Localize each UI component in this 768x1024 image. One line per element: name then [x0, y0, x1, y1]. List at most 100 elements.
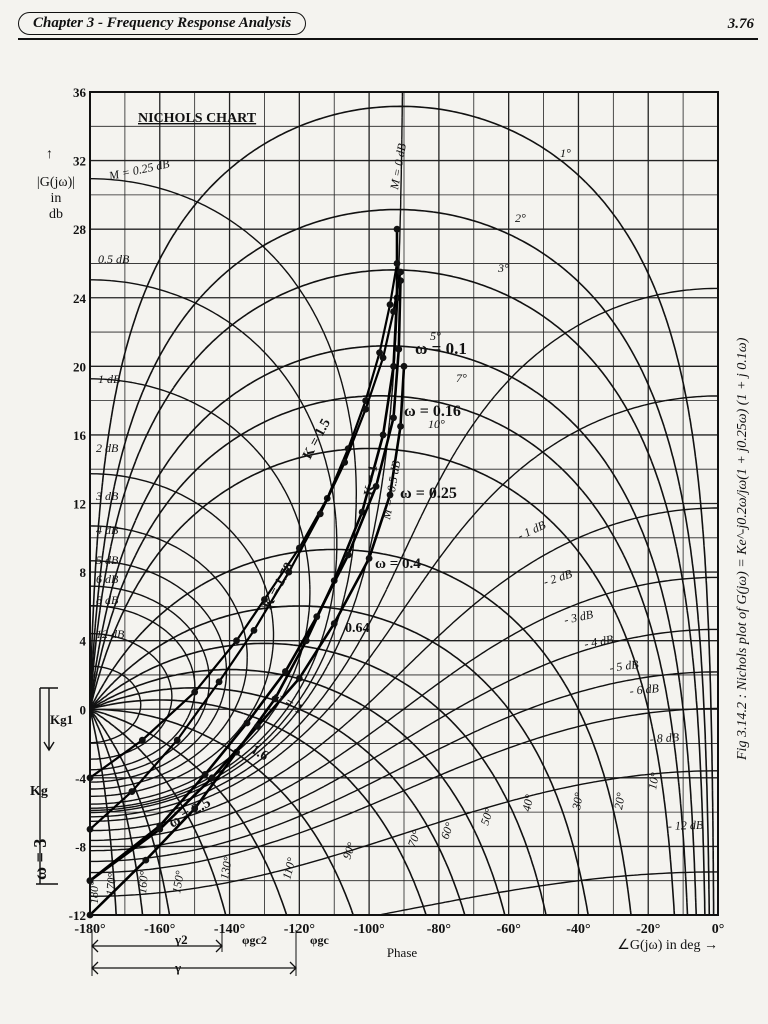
n-contour: [90, 708, 354, 916]
gain-margin-marker: [36, 688, 58, 885]
annotation-label: K = 1.78: [260, 560, 297, 612]
data-point: [386, 491, 394, 499]
n-contour-label: 130°: [217, 855, 235, 880]
m-contour: [90, 770, 718, 897]
n-contour: [89, 699, 427, 916]
x-tick-label: -80°: [427, 922, 451, 937]
data-point: [313, 613, 321, 621]
data-point: [254, 722, 261, 730]
y-tick-label: 12: [73, 497, 86, 512]
data-point: [128, 788, 136, 795]
m-contour: [89, 178, 357, 812]
n-contour-label: 160°: [135, 870, 151, 894]
data-point: [285, 568, 293, 576]
y-axis-arrow: ↑: [46, 147, 53, 162]
n-contour-label: 50°: [478, 806, 497, 826]
m-contour: [90, 395, 718, 822]
data-point: [191, 688, 199, 696]
data-point: [233, 637, 240, 645]
x-tick-label: -40°: [566, 922, 590, 937]
frequency-label: ω = 0.16: [404, 403, 461, 420]
m-contour: [90, 671, 718, 863]
m-contour-label: - 3 dB: [563, 607, 595, 627]
m-contour: [90, 92, 404, 814]
y-tick-label: 28: [73, 222, 87, 237]
m-contour: [89, 279, 338, 809]
annotation-label: γ2: [174, 932, 188, 947]
n-contour-label: 90°: [340, 840, 359, 861]
data-point: [208, 774, 216, 782]
data-point: [341, 458, 349, 466]
n-contour: [89, 605, 589, 916]
frequency-label: 0.64: [345, 621, 370, 636]
x-tick-label: -20°: [636, 922, 660, 937]
n-contour: [89, 709, 288, 916]
x-tick-label: 0°: [712, 922, 725, 937]
m-contour-label: 4 dB: [96, 523, 119, 537]
m-contour-label: M = 0 dB: [387, 142, 409, 192]
m-contour-label: - 4 dB: [583, 632, 615, 651]
annotation-label: Kg: [30, 784, 48, 799]
phase-margin-ticks: [91, 930, 297, 976]
data-point: [86, 911, 94, 919]
y-axis-label-unit: in: [51, 191, 62, 206]
m-contour-label: - 6 dB: [629, 681, 660, 698]
data-point: [261, 596, 268, 603]
data-point: [390, 308, 397, 315]
m-contour-label: 6 dB: [96, 572, 119, 586]
x-axis-label: ∠G(jω) in deg →: [617, 938, 718, 953]
n-contour: [89, 208, 711, 916]
data-point: [86, 877, 94, 885]
m-contour: [90, 707, 718, 874]
y-tick-label: -12: [69, 908, 86, 923]
data-point: [390, 362, 397, 370]
data-point: [372, 482, 380, 490]
frequency-label: 1.6: [248, 742, 271, 764]
m-contour-label: 12 dB: [96, 627, 125, 641]
secondary-curve-1: [89, 263, 399, 779]
x-tick-label: -180°: [74, 922, 105, 937]
m-contour-label: - 8 dB: [649, 730, 680, 746]
y-tick-label: 36: [73, 85, 87, 100]
x-tick-label: -160°: [144, 922, 175, 937]
y-tick-label: 32: [73, 154, 86, 169]
m-contour: [378, 871, 718, 916]
data-point: [344, 551, 352, 559]
n-contour-label: 150°: [169, 869, 187, 894]
x-tick-label: -140°: [214, 922, 245, 937]
n-contour-label: 110°: [279, 856, 298, 881]
data-point: [379, 431, 387, 439]
y-tick-label: 0: [80, 702, 87, 717]
n-contour-label: 180°: [87, 881, 101, 904]
data-point: [191, 805, 199, 813]
annotation-label: K = 1: [360, 464, 380, 497]
plot-frame: [89, 91, 719, 916]
n-contour-label: 40°: [519, 793, 536, 813]
y-tick-label: 8: [80, 565, 87, 580]
data-point: [316, 510, 324, 518]
y-tick-label: 24: [73, 291, 87, 306]
x-axis-secondary-label: Phase: [387, 945, 418, 960]
n-contour: [89, 447, 676, 916]
data-point: [271, 695, 279, 703]
m-contour-label: 0.5 dB: [98, 252, 130, 266]
y-tick-label: 4: [80, 634, 87, 649]
data-point: [395, 345, 403, 353]
n-contour-label: 2°: [515, 211, 526, 225]
data-point: [86, 825, 94, 833]
m-contour-label: - 2 dB: [542, 566, 575, 589]
n-contour: [89, 668, 506, 916]
frequency-label: ω = 0.25: [400, 485, 457, 502]
n-contour: [89, 269, 706, 916]
data-point: [330, 620, 338, 627]
data-point: [386, 301, 394, 309]
data-point: [397, 422, 404, 430]
m-n-contours: [89, 92, 718, 916]
n-contour-label: 70°: [405, 828, 424, 849]
m-contour-label: 5 dB: [96, 553, 119, 567]
data-point: [295, 674, 303, 682]
frequency-label: ω = 0.1: [415, 339, 467, 358]
y-tick-label: -4: [75, 771, 86, 786]
m-contour-label: - 5 dB: [608, 657, 640, 675]
gamma2-arrow: [91, 939, 223, 953]
